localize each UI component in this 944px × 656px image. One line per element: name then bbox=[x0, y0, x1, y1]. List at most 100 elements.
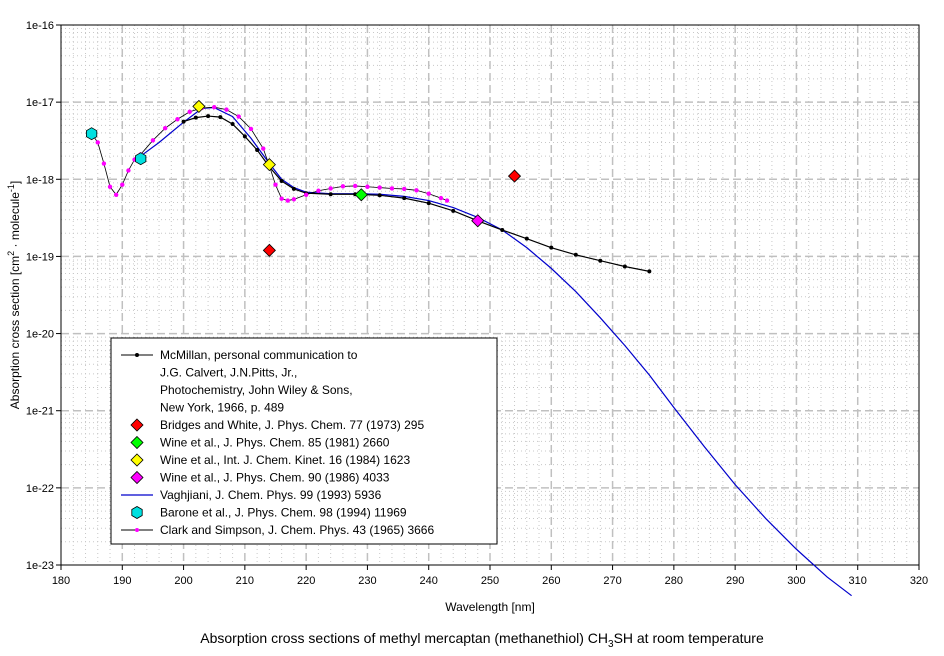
data-point bbox=[126, 168, 131, 173]
data-point bbox=[291, 197, 297, 202]
data-point bbox=[622, 264, 627, 269]
data-point bbox=[377, 185, 382, 190]
legend-entry-label: New York, 1966, p. 489 bbox=[160, 401, 284, 415]
data-point bbox=[255, 147, 260, 152]
data-point bbox=[120, 182, 125, 187]
data-point bbox=[598, 258, 603, 263]
data-point bbox=[218, 115, 223, 120]
y-tick-label: 1e-16 bbox=[26, 20, 54, 32]
series-1 bbox=[262, 169, 522, 257]
data-point bbox=[230, 122, 235, 127]
data-point bbox=[471, 214, 485, 228]
data-point bbox=[352, 183, 358, 189]
data-point bbox=[279, 179, 284, 184]
x-tick-label: 300 bbox=[787, 575, 805, 587]
data-point bbox=[224, 107, 229, 112]
data-point bbox=[426, 191, 431, 196]
y-tick-label: 1e-21 bbox=[26, 406, 54, 418]
legend-entry-label: Wine et al., Int. J. Chem. Kinet. 16 (19… bbox=[160, 453, 410, 467]
x-tick-label: 200 bbox=[174, 575, 192, 587]
data-point bbox=[95, 140, 100, 145]
data-point bbox=[444, 198, 450, 203]
legend-entry-label: Vaghjiani, J. Chem. Phys. 99 (1993) 5936 bbox=[160, 488, 382, 502]
legend-swatch-marker bbox=[130, 418, 144, 432]
x-tick-label: 280 bbox=[665, 575, 683, 587]
data-point bbox=[291, 186, 296, 191]
data-point bbox=[262, 243, 276, 257]
data-point bbox=[236, 114, 241, 119]
x-tick-label: 220 bbox=[297, 575, 315, 587]
data-point bbox=[107, 184, 113, 189]
y-axis-ticks: 1e-23 1e-22 1e-21 1e-20 1e-19 1e-18 1e-17 1e-16 bbox=[26, 20, 61, 572]
data-point bbox=[507, 169, 522, 183]
y-tick-label: 1e-19 bbox=[26, 251, 54, 263]
data-point bbox=[377, 193, 382, 198]
y-tick-label: 1e-22 bbox=[26, 483, 54, 495]
data-point bbox=[500, 228, 505, 233]
legend-entry-label: Bridges and White, J. Phys. Chem. 77 (19… bbox=[160, 418, 424, 432]
data-point bbox=[303, 192, 309, 197]
legend-swatch-marker bbox=[130, 435, 144, 450]
legend-entry-label: Wine et al., J. Phys. Chem. 90 (1986) 40… bbox=[160, 471, 390, 485]
data-point bbox=[316, 188, 321, 193]
x-axis-ticks: 180 190 200 210 220 230 240 250 260 270 280 290 300 3… bbox=[52, 565, 928, 587]
legend-swatch-dot bbox=[135, 528, 139, 532]
series-2 bbox=[354, 188, 368, 202]
legend-swatch-marker bbox=[130, 453, 144, 467]
x-tick-label: 180 bbox=[52, 575, 70, 587]
x-tick-label: 210 bbox=[236, 575, 254, 587]
data-point bbox=[101, 161, 107, 166]
legend-entry-label: Wine et al., J. Phys. Chem. 85 (1981) 26… bbox=[160, 436, 390, 450]
series-line bbox=[140, 106, 852, 597]
data-point bbox=[389, 186, 395, 191]
x-tick-label: 310 bbox=[849, 575, 867, 587]
series-3 bbox=[192, 99, 276, 172]
series-5 bbox=[140, 106, 852, 597]
data-point bbox=[328, 192, 333, 197]
x-tick-label: 290 bbox=[726, 575, 744, 587]
data-point bbox=[212, 104, 217, 110]
data-point bbox=[135, 152, 147, 166]
y-tick-label: 1e-18 bbox=[26, 174, 54, 186]
data-point bbox=[402, 186, 407, 192]
x-tick-label: 270 bbox=[603, 575, 621, 587]
chart-title: Absorption cross sections of methyl merc… bbox=[200, 630, 764, 650]
data-point bbox=[187, 109, 192, 114]
legend-entry-label: Clark and Simpson, J. Chem. Phys. 43 (19… bbox=[160, 523, 434, 537]
x-tick-label: 190 bbox=[113, 575, 131, 587]
data-point bbox=[192, 99, 206, 113]
data-point bbox=[261, 146, 266, 151]
legend-entry-label: Photochemistry, John Wiley & Sons, bbox=[160, 383, 353, 397]
data-point bbox=[354, 188, 368, 202]
data-point bbox=[365, 184, 370, 189]
data-point bbox=[181, 119, 186, 124]
data-point bbox=[573, 252, 578, 257]
data-point bbox=[524, 236, 529, 241]
series-layer bbox=[86, 99, 852, 597]
data-point bbox=[86, 127, 98, 141]
x-tick-label: 320 bbox=[910, 575, 928, 587]
y-tick-label: 1e-20 bbox=[26, 329, 54, 341]
legend-entry-label: J.G. Calvert, J.N.Pitts, Jr., bbox=[160, 366, 297, 380]
x-axis-label: Wavelength [nm] bbox=[445, 600, 535, 614]
data-point bbox=[162, 125, 168, 131]
data-point bbox=[414, 188, 419, 193]
data-point bbox=[206, 114, 211, 119]
data-point bbox=[328, 186, 333, 191]
data-point bbox=[193, 115, 198, 120]
data-point bbox=[175, 117, 180, 122]
series-0 bbox=[181, 114, 652, 274]
legend-swatch-marker bbox=[130, 470, 144, 485]
data-point bbox=[451, 208, 456, 213]
legend-box bbox=[110, 337, 498, 545]
x-tick-label: 230 bbox=[358, 575, 376, 587]
y-tick-label: 1e-23 bbox=[26, 560, 54, 572]
legend-entry-label: McMillan, personal communication to bbox=[160, 348, 358, 362]
data-point bbox=[549, 245, 554, 250]
legend: McMillan, personal communication to J.G. … bbox=[110, 337, 498, 545]
data-point bbox=[113, 192, 119, 197]
data-point bbox=[426, 201, 431, 206]
x-tick-label: 260 bbox=[542, 575, 560, 587]
legend-swatch-dot bbox=[135, 353, 139, 357]
